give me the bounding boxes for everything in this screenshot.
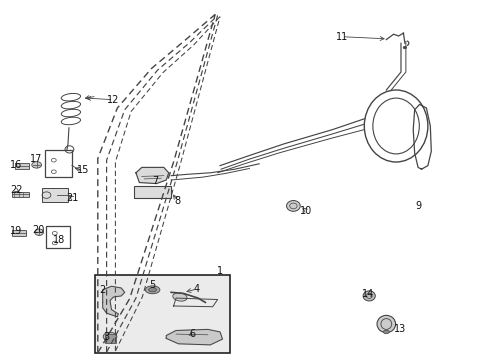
Text: 4: 4: [194, 284, 200, 294]
Text: 3: 3: [103, 332, 109, 342]
FancyBboxPatch shape: [95, 275, 229, 353]
Text: 13: 13: [393, 324, 406, 334]
Bar: [46, 226, 70, 248]
Ellipse shape: [32, 162, 41, 168]
Text: 7: 7: [152, 176, 158, 186]
Ellipse shape: [145, 286, 160, 294]
Polygon shape: [136, 167, 168, 184]
Bar: [134, 186, 171, 198]
Text: 9: 9: [414, 201, 420, 211]
Text: 11: 11: [335, 32, 348, 42]
Bar: [12, 192, 29, 197]
Text: 5: 5: [149, 280, 155, 291]
Ellipse shape: [172, 293, 187, 301]
Bar: [15, 163, 29, 169]
Text: 16: 16: [10, 159, 22, 170]
Text: 15: 15: [77, 165, 89, 175]
Polygon shape: [166, 329, 222, 345]
Ellipse shape: [286, 201, 300, 211]
Text: 17: 17: [29, 154, 42, 164]
Ellipse shape: [148, 288, 156, 292]
Ellipse shape: [103, 332, 117, 341]
Text: 12: 12: [107, 95, 120, 105]
Ellipse shape: [376, 315, 395, 333]
Bar: [45, 150, 72, 177]
Text: 6: 6: [189, 329, 195, 339]
Text: 20: 20: [32, 225, 45, 235]
Bar: [105, 334, 116, 343]
Text: 22: 22: [10, 185, 22, 195]
Bar: [12, 230, 26, 236]
Ellipse shape: [383, 330, 388, 334]
Ellipse shape: [403, 46, 406, 49]
Text: 8: 8: [174, 195, 180, 206]
Text: 2: 2: [100, 285, 105, 295]
Text: 18: 18: [52, 235, 65, 246]
Text: 1: 1: [217, 266, 223, 276]
Polygon shape: [102, 286, 124, 317]
Text: 21: 21: [66, 193, 79, 203]
Text: 10: 10: [299, 206, 312, 216]
Text: 14: 14: [361, 289, 373, 299]
Bar: [41, 188, 68, 202]
Text: 19: 19: [10, 226, 22, 236]
Ellipse shape: [35, 229, 43, 235]
Ellipse shape: [362, 291, 375, 301]
